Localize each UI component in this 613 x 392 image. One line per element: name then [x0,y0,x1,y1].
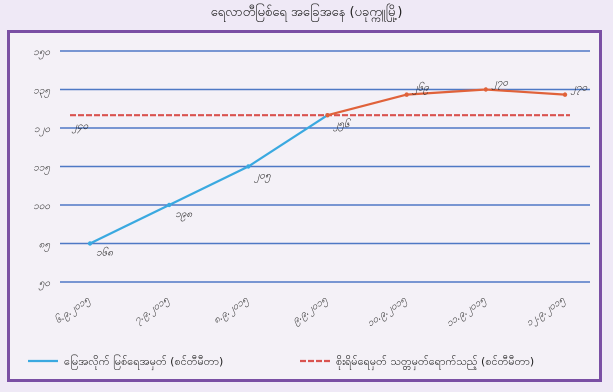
danger-level-label: ၂၄၀ [71,121,89,134]
y-tick-label: ၁၃၅ [33,86,50,99]
chart-frame: ၁၅၀၁၃၅၁၂၀၁၁၅၁၀၀၈၅၅၀ ၂၄၀၁၆၈ ၁၉၈ ၂၀၅ ၂၅၆ ၂၆၉ ၂၇၀… [7,30,602,382]
x-tick-label: ၁၂.၉.၂၀၁၅ [524,294,568,330]
chart-title: ရေလာတီမြစ်ရေ အခြေအနေ (ပခုက္ကူမြို့) [210,5,403,20]
y-tick-label: ၁၀၀ [33,201,50,212]
legend-label-1: မြေအလိုက် မြစ်ရေအမှတ် (စင်တီမီတာ) [64,354,223,370]
data-point [404,92,409,97]
data-point [87,241,93,246]
series-line-2 [327,88,566,117]
data-point [562,92,568,97]
x-tick-label: ၉.၉.၂၀၁၅ [290,294,331,328]
x-tick-label: ၁၁.၉.၂၀၁၅ [444,294,489,331]
data-point [246,164,251,169]
x-tick-label: ၇.၉.၂၀၁၅ [132,294,172,327]
data-point [325,112,330,118]
x-tick-label: ၆.၉.၂၀၁၅ [53,293,94,327]
data-label: ၂၇၀ [491,78,509,91]
data-label: ၁၉၈ [175,209,192,222]
x-tick-label: ၁၀.၉.၂၀၁၅ [365,294,410,331]
data-point [166,202,172,208]
y-tick-label: ၁၁၅ [33,163,50,176]
data-label: ၂၇၀ [570,83,588,96]
y-tick-label: ၅၀ [38,278,51,291]
data-label: ၁၆၈ [96,247,113,259]
series-line-1 [89,114,329,245]
y-tick-label: ၁၅၀ [33,47,50,60]
legend-label-2: စိုးရိမ်ရေမှတ် သတ္တမှတ်ရောက်သည့် (စင်တီမ… [336,355,534,370]
y-tick-label: ၁၂၀ [34,124,51,137]
data-point [483,87,489,92]
data-label: ၂၀၅ [253,171,271,184]
x-tick-label: ၈.၉.၂၀၁၅ [211,294,251,328]
data-label: ၂၅၆ [333,118,352,132]
y-tick-label: ၈၅ [39,240,51,253]
data-label: ၂၆၉ [412,82,430,96]
